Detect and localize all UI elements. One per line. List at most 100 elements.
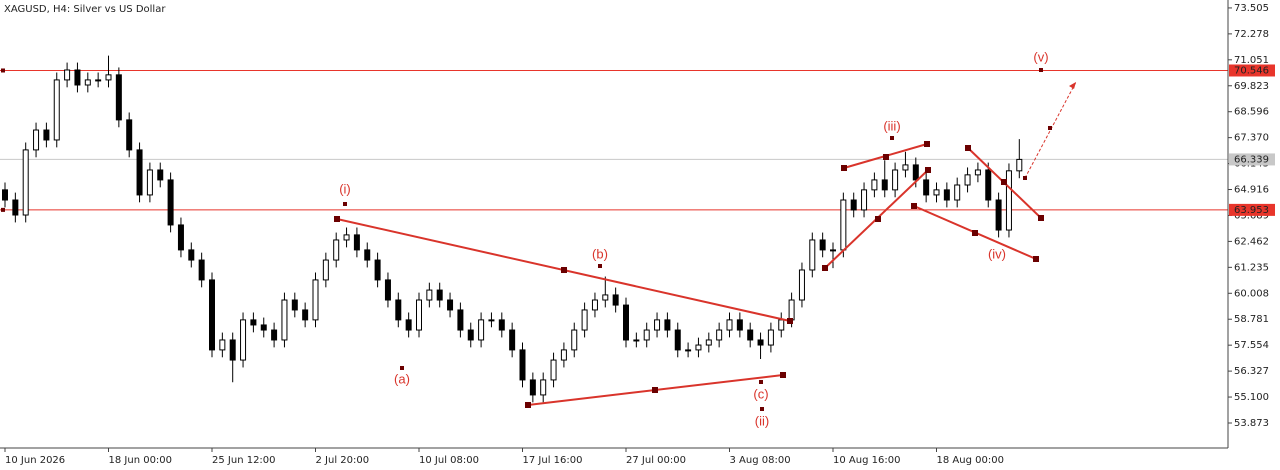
- x-tick-label: 27 Jul 00:00: [626, 455, 686, 466]
- candle-body: [209, 279, 215, 351]
- y-tick-label: 72.278: [1234, 29, 1269, 40]
- candle-body: [33, 129, 40, 151]
- y-tick-label: 62.462: [1234, 236, 1269, 247]
- wave-labels: (i) (a) (b) (c) (ii) (iii) (iv) (v): [339, 49, 1048, 428]
- candle-body: [416, 299, 422, 331]
- candle-body: [995, 199, 1002, 231]
- y-tick-label: 61.235: [1234, 262, 1269, 273]
- candle-body: [674, 329, 681, 351]
- candle-body: [12, 199, 19, 216]
- wave-label: (ii): [755, 413, 769, 428]
- candle-body: [912, 164, 919, 181]
- x-tick-label: 17 Jul 16:00: [523, 455, 583, 466]
- candle-body: [457, 309, 464, 331]
- candle-body: [250, 319, 257, 326]
- y-tick-label: 57.554: [1234, 340, 1269, 351]
- candle-body: [478, 319, 485, 341]
- candle-body: [923, 179, 930, 196]
- candle-body: [426, 289, 433, 301]
- candle-body: [654, 319, 661, 331]
- candle-body: [126, 119, 133, 151]
- y-tick-label: 60.008: [1234, 288, 1269, 299]
- candle-body: [229, 339, 236, 361]
- candle-body: [447, 299, 454, 311]
- candle-body: [43, 129, 50, 141]
- candle-body: [861, 189, 868, 211]
- candle-body: [985, 169, 992, 201]
- candle-body: [1016, 158, 1023, 172]
- candle-body: [240, 319, 247, 361]
- candle-body: [892, 169, 899, 191]
- candle-body: [685, 349, 692, 352]
- candle-body: [809, 239, 816, 271]
- candle-body: [260, 324, 267, 331]
- candle-body: [974, 169, 981, 176]
- candle-body: [84, 79, 91, 86]
- candle-body: [198, 259, 205, 281]
- y-tick-label: 71.051: [1234, 55, 1269, 66]
- candle-body: [22, 149, 29, 216]
- candle-body: [1005, 170, 1012, 231]
- anchor-points: [334, 68, 1052, 411]
- candle-body: [736, 319, 743, 331]
- candle-body: [560, 349, 567, 361]
- chart-title: XAGUSD, H4: Silver vs US Dollar: [4, 4, 166, 15]
- candle-body: [571, 329, 578, 351]
- candle-body: [757, 339, 764, 346]
- candle-body: [105, 74, 112, 81]
- candle-body: [188, 249, 195, 261]
- candle-body: [954, 184, 961, 201]
- candle-body: [2, 189, 8, 201]
- candle-body: [53, 79, 60, 141]
- trendlines: [334, 68, 1077, 411]
- y-tick-label: 69.823: [1234, 81, 1269, 92]
- wave-label: (b): [592, 246, 608, 261]
- candle-body: [633, 339, 640, 342]
- wave-label: (a): [394, 371, 410, 386]
- candle-body: [353, 234, 360, 251]
- candle-body: [933, 189, 940, 196]
- x-tick-label: 10 Jul 08:00: [419, 455, 479, 466]
- candle-body: [146, 169, 153, 196]
- x-tick-label: 10 Aug 16:00: [833, 455, 900, 466]
- y-tick-label: 53.873: [1234, 418, 1269, 429]
- wave-label: (iv): [988, 246, 1006, 261]
- x-tick-label: 25 Jun 12:00: [212, 455, 276, 466]
- candle-body: [157, 169, 164, 181]
- candle-body: [374, 259, 381, 281]
- candle-body: [177, 224, 184, 251]
- candle-body: [519, 349, 526, 381]
- candle-body: [322, 259, 329, 281]
- x-tick-label: 3 Aug 08:00: [730, 455, 791, 466]
- candle-body: [695, 344, 702, 351]
- candle-body: [767, 329, 774, 346]
- candle-body: [840, 199, 847, 251]
- y-tick-label: 55.100: [1234, 392, 1269, 403]
- candle-body: [830, 249, 836, 252]
- candle-body: [623, 304, 629, 341]
- plot: [0, 55, 1228, 403]
- x-tick-label: 10 Jun 2026: [5, 455, 65, 466]
- arrow-head: [1069, 82, 1076, 89]
- y-tick-label: 58.781: [1234, 314, 1269, 325]
- candle-body: [612, 294, 619, 306]
- y-tick-label: 67.370: [1234, 133, 1269, 144]
- candle-body: [467, 329, 474, 341]
- candle-body: [540, 379, 547, 396]
- candle-body: [405, 319, 412, 331]
- x-tick-label: 18 Aug 00:00: [937, 455, 1004, 466]
- candle-body: [343, 234, 350, 241]
- candle-body: [333, 239, 340, 261]
- x-tick-label: 2 Jul 20:00: [316, 455, 370, 466]
- candle-body: [747, 329, 754, 341]
- price-label: 70.546: [1234, 65, 1269, 76]
- candle-body: [850, 199, 857, 211]
- wave-label: (c): [753, 386, 768, 401]
- y-tick-label: 56.327: [1234, 366, 1269, 377]
- candle-body: [395, 299, 402, 321]
- candle-body: [881, 179, 888, 191]
- candle-body: [591, 299, 598, 311]
- candle-body: [436, 289, 443, 301]
- candle-body: [95, 79, 102, 82]
- y-tick-label: 73.505: [1234, 3, 1269, 14]
